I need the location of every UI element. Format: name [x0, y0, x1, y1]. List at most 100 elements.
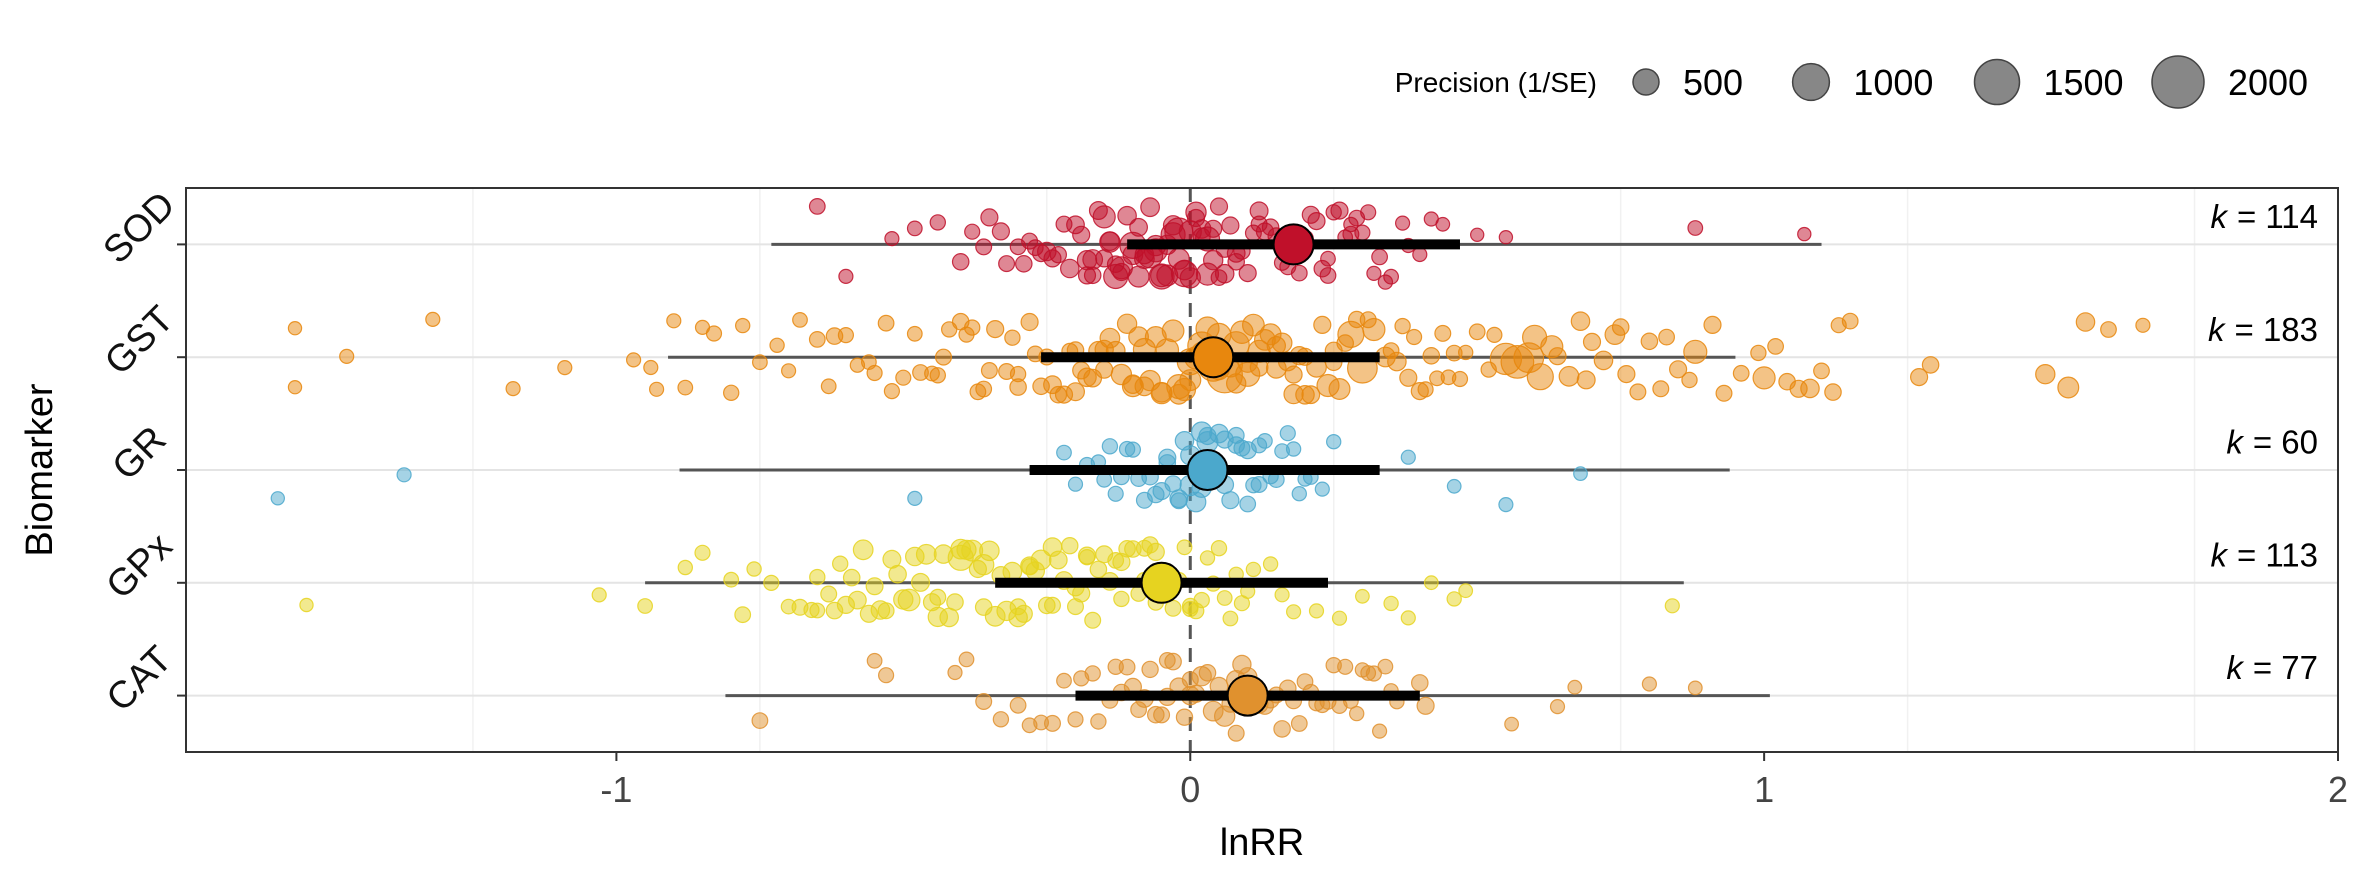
data-point-cat [1090, 713, 1107, 730]
data-point-gst [694, 319, 711, 335]
legend-circle [1973, 58, 2021, 106]
data-point-sod [929, 214, 947, 231]
data-point-gst [1422, 346, 1441, 365]
data-point-gst [1266, 336, 1287, 356]
data-point-gst [1151, 381, 1172, 403]
x-tick-label: 0 [1180, 769, 1200, 810]
data-point-gst [1168, 383, 1190, 405]
k-symbol: k [2226, 649, 2244, 686]
data-point-gr [1498, 497, 1514, 513]
data-point-gst [1486, 326, 1503, 343]
k-count: = 113 [2237, 536, 2318, 573]
data-point-gst [2035, 364, 2056, 385]
data-point-gr [270, 491, 285, 506]
data-point-gst [1457, 344, 1474, 361]
data-point-gpx [1113, 590, 1130, 608]
data-point-gr [1250, 476, 1268, 494]
data-point-gpx [1222, 610, 1239, 627]
data-point-sod [1100, 231, 1120, 251]
data-point-cat [975, 692, 993, 710]
data-point-sod [1498, 229, 1514, 245]
k-symbol: k [2226, 424, 2244, 461]
data-point-gst [780, 363, 797, 379]
data-point-gpx [809, 602, 826, 619]
data-point-cat [1360, 665, 1377, 681]
data-point-sod [1238, 264, 1257, 283]
data-point-sod [1106, 255, 1125, 273]
data-point-gpx [1066, 598, 1084, 616]
x-axis-title: lnRR [1220, 822, 1304, 864]
data-point-gpx [974, 598, 993, 616]
data-point-gst [1336, 334, 1354, 352]
data-point-gst [1313, 315, 1332, 334]
y-axis-title: Biomarker [19, 383, 61, 556]
data-point-gpx [1331, 610, 1348, 626]
data-point-gr [1291, 486, 1308, 502]
data-point-gpx [1009, 598, 1027, 616]
data-point-gst [1715, 384, 1733, 402]
estimate-point-gst [1192, 336, 1235, 379]
data-point-cat [1290, 715, 1308, 732]
data-point-cat [1181, 671, 1199, 689]
data-point-gst [986, 320, 1005, 339]
data-point-sod [1092, 205, 1116, 229]
data-point-gpx [1458, 583, 1474, 599]
data-point-gst [883, 383, 901, 400]
data-point-gst [934, 348, 952, 366]
data-point-gr [907, 490, 923, 506]
data-point-gst [1521, 324, 1548, 350]
data-point-gpx [915, 543, 937, 565]
data-point-cat [1158, 652, 1176, 669]
data-point-gr [1056, 444, 1072, 461]
data-point-gst [1049, 385, 1068, 404]
data-point-gpx [677, 559, 694, 576]
data-point-gr [1325, 434, 1342, 450]
data-point-gst [2135, 317, 2151, 333]
data-point-cat [1504, 716, 1519, 732]
data-point-gpx [888, 564, 907, 584]
data-point-gpx [1084, 611, 1102, 629]
data-point-gpx [832, 555, 849, 572]
k-label-gpx: k = 113 [2210, 536, 2318, 573]
group-estimates [1140, 223, 1315, 717]
data-point-gpx [1061, 537, 1079, 555]
data-point-gst [1128, 326, 1149, 348]
y-tick-label-gr: GR [105, 419, 175, 489]
data-point-cat [751, 712, 769, 729]
data-point-gst [941, 321, 958, 338]
data-point-gst [1629, 383, 1647, 401]
data-point-gpx [939, 607, 959, 628]
data-point-sod [1343, 216, 1359, 233]
data-point-gst [1134, 376, 1155, 397]
data-point-sod [1366, 265, 1382, 281]
data-point-gst [1570, 311, 1591, 331]
data-point-gr [1221, 491, 1240, 510]
data-point-sod [975, 238, 993, 256]
x-axis: -1 0 1 2 [600, 752, 2348, 810]
legend-title: Precision (1/SE) [1395, 67, 1597, 98]
data-point-sod [991, 222, 1011, 241]
data-point-gst [769, 337, 785, 353]
data-point-gpx [1285, 604, 1302, 620]
y-tick-label-gst: GST [97, 298, 182, 383]
data-point-gpx [852, 539, 874, 561]
data-point-sod [1371, 248, 1388, 266]
data-point-gst [895, 369, 912, 386]
k-label-cat: k = 77 [2226, 649, 2318, 686]
data-point-gst [1116, 313, 1138, 334]
data-point-gpx [723, 571, 740, 588]
data-point-gst [1241, 313, 1265, 337]
data-point-cat [1273, 720, 1291, 738]
data-point-gpx [299, 597, 314, 613]
data-point-gpx [1118, 539, 1136, 558]
data-point-gpx [1274, 587, 1290, 603]
data-point-cat [1411, 674, 1429, 692]
data-point-gst [929, 367, 947, 384]
data-point-gst [877, 314, 895, 332]
data-point-gst [1767, 338, 1784, 355]
data-point-gst [1468, 323, 1486, 341]
data-point-gst [1451, 370, 1469, 388]
data-point-cat [1549, 698, 1566, 715]
data-point-gpx [968, 559, 988, 579]
